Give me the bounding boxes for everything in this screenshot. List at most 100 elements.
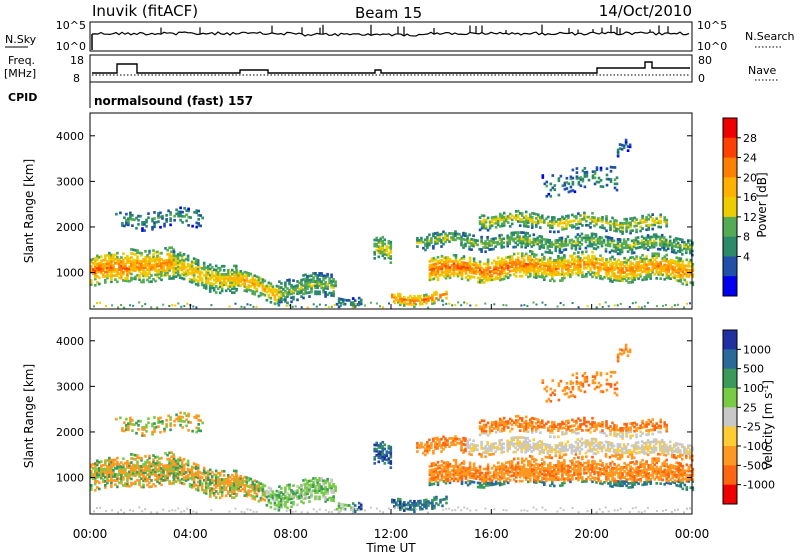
- power-cell: [636, 242, 640, 245]
- velocity-cell: [233, 477, 236, 481]
- power-cell: [522, 239, 525, 243]
- power-cell: [555, 261, 558, 264]
- power-cell: [275, 284, 279, 288]
- power-cell: [169, 219, 172, 223]
- power-cell: [607, 177, 611, 181]
- power-cell: [644, 240, 648, 244]
- power-cell: [520, 212, 524, 215]
- power-cell: [557, 265, 560, 268]
- power-cell: [140, 266, 143, 269]
- power-cell: [675, 268, 678, 272]
- power-cell: [506, 272, 510, 275]
- power-cell: [265, 284, 269, 288]
- velocity-cell: [130, 453, 133, 456]
- velocity-cell: [160, 475, 163, 478]
- power-cell: [135, 226, 138, 230]
- velocity-cell: [492, 474, 496, 478]
- power-cell: [579, 218, 582, 221]
- velocity-cell: [470, 480, 474, 484]
- power-cell: [583, 215, 586, 219]
- velocity-cell: [152, 464, 155, 468]
- velocity-cell: [166, 472, 169, 475]
- power-cell: [580, 238, 584, 242]
- power-cell: [181, 210, 184, 214]
- power-cell: [593, 220, 596, 224]
- velocity-cell: [237, 480, 241, 484]
- power-cell: [514, 231, 517, 234]
- velocity-cell: [154, 478, 157, 482]
- velocity-cell: [218, 474, 222, 477]
- power-cell: [178, 251, 182, 255]
- power-cell: [689, 258, 693, 262]
- power-cell: [90, 279, 93, 282]
- velocity-cell: [444, 471, 448, 475]
- power-cell: [579, 265, 582, 268]
- velocity-cell: [102, 470, 105, 473]
- velocity-cell: [100, 470, 103, 474]
- power-cell: [545, 264, 548, 268]
- velocity-cell: [251, 484, 255, 488]
- power-cell: [631, 276, 634, 280]
- power-cell: [172, 258, 176, 262]
- power-cell: [639, 272, 642, 276]
- power-cell: [324, 276, 327, 280]
- velocity-cell: [186, 459, 190, 463]
- power-cell: [576, 233, 580, 236]
- velocity-cell: [158, 477, 161, 481]
- power-cell: [657, 266, 660, 270]
- velocity-cell: [462, 468, 466, 472]
- velocity-cell: [324, 485, 327, 489]
- power-cell: [126, 257, 129, 260]
- power-cell: [216, 266, 220, 270]
- power-cell: [182, 271, 186, 275]
- velocity-cell: [235, 474, 239, 478]
- power-cell: [136, 261, 139, 265]
- velocity-cell: [168, 480, 171, 483]
- power-cell: [106, 266, 109, 270]
- velocity-cell: [116, 460, 119, 464]
- power-cell: [671, 275, 674, 279]
- power-cell: [571, 262, 574, 266]
- power-cell: [575, 263, 578, 267]
- power-cell: [351, 303, 355, 306]
- power-cell: [654, 235, 658, 239]
- power-cell: [639, 219, 642, 223]
- power-cell: [204, 284, 208, 288]
- power-cell: [520, 304, 523, 307]
- power-cell: [533, 261, 536, 264]
- power-cell: [385, 253, 389, 257]
- power-cell: [626, 244, 630, 247]
- power-cell: [593, 263, 596, 267]
- power-cell: [685, 283, 689, 286]
- velocity-cell: [164, 464, 167, 467]
- power-cell: [605, 173, 609, 177]
- power-cell: [102, 275, 105, 278]
- power-cell: [354, 303, 357, 305]
- power-cell: [529, 264, 532, 268]
- velocity-cell: [466, 467, 470, 470]
- power-cell: [660, 235, 664, 239]
- velocity-cell: [430, 470, 434, 474]
- velocity-cell: [351, 502, 355, 505]
- power-cell: [218, 279, 222, 282]
- power-cell: [106, 268, 109, 272]
- power-cell: [202, 265, 206, 269]
- power-cell: [208, 267, 212, 271]
- power-cell: [540, 241, 544, 245]
- power-cell: [442, 256, 446, 260]
- power-cell: [520, 254, 524, 257]
- velocity-cell: [100, 472, 103, 476]
- velocity-cell: [438, 464, 442, 468]
- velocity-cell: [411, 504, 414, 507]
- power-cell: [551, 271, 554, 274]
- power-cell: [306, 283, 309, 286]
- power-cell: [615, 223, 618, 227]
- power-cell: [492, 222, 496, 225]
- power-cell: [478, 264, 482, 268]
- power-cell: [514, 216, 518, 219]
- velocity-cell: [322, 495, 325, 499]
- power-cell: [539, 218, 542, 221]
- power-cell: [150, 257, 153, 261]
- power-cell: [609, 226, 612, 230]
- velocity-cell: [212, 493, 216, 497]
